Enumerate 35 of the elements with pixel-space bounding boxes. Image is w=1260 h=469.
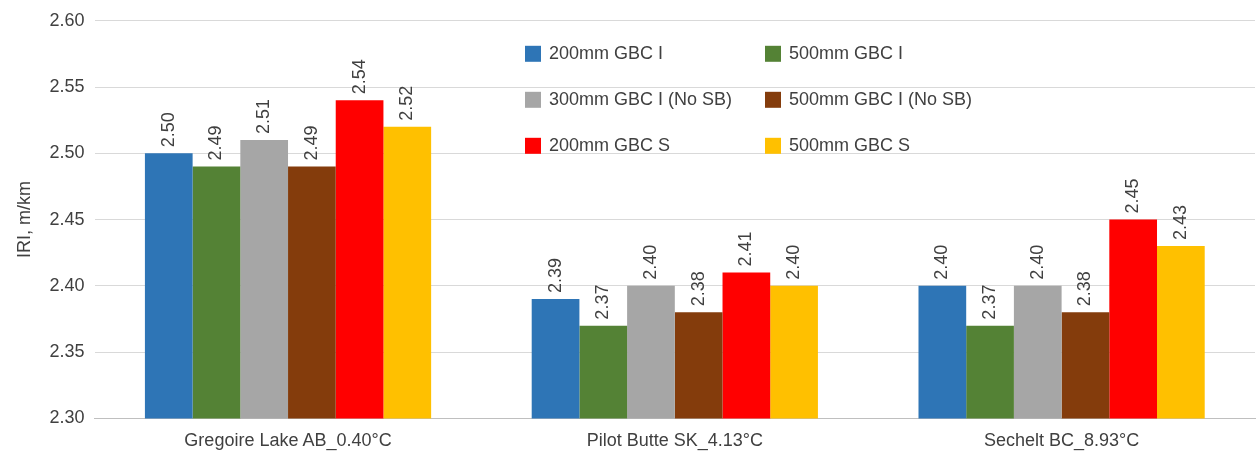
y-tick-label: 2.30 (49, 407, 85, 428)
y-tick-label: 2.60 (49, 9, 85, 30)
data-label: 2.37 (979, 284, 1000, 320)
data-label: 2.41 (735, 231, 756, 267)
y-tick-label: 2.55 (49, 76, 85, 97)
data-label: 2.54 (348, 59, 369, 95)
x-tick-label: Pilot Butte SK_4.13°C (586, 430, 763, 452)
y-tick-label: 2.45 (49, 208, 85, 229)
data-label: 2.38 (1074, 271, 1095, 307)
data-label: 2.40 (639, 244, 660, 280)
legend-label: 200mm GBC I (549, 42, 664, 63)
x-tick-label: Gregoire Lake AB_0.40°C (184, 430, 392, 452)
y-axis-title: IRI, m/km (13, 181, 34, 259)
legend-label: 500mm GBC I (789, 42, 904, 63)
data-label: 2.45 (1122, 178, 1143, 214)
data-label: 2.40 (783, 244, 804, 280)
data-label: 2.52 (396, 85, 417, 121)
y-tick-label: 2.50 (49, 142, 85, 163)
data-label: 2.43 (1169, 205, 1190, 241)
x-tick-label: Sechelt BC_8.93°C (983, 430, 1140, 452)
y-tick-label: 2.35 (49, 341, 85, 362)
legend-label: 500mm GBC I (No SB) (789, 88, 973, 109)
legend-label: 200mm GBC S (549, 134, 671, 155)
y-tick-label: 2.40 (49, 274, 85, 295)
legend-label: 500mm GBC S (789, 134, 911, 155)
legend-label: 300mm GBC I (No SB) (549, 88, 733, 109)
data-label: 2.40 (931, 244, 952, 280)
data-label: 2.38 (687, 271, 708, 307)
data-label: 2.49 (205, 125, 226, 161)
data-label: 2.50 (157, 112, 178, 148)
data-label: 2.37 (592, 284, 613, 320)
data-label: 2.51 (253, 99, 274, 135)
data-label: 2.39 (544, 258, 565, 294)
data-label: 2.40 (1026, 244, 1047, 280)
data-label: 2.49 (300, 125, 321, 161)
